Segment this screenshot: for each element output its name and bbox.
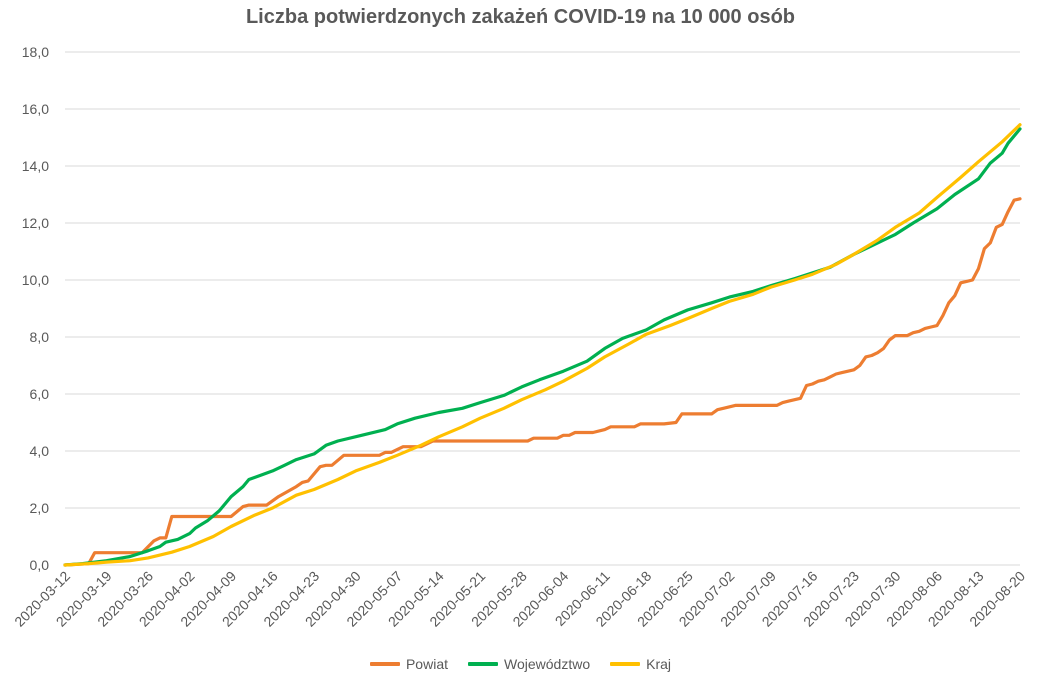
legend-swatch-kraj (610, 662, 641, 666)
legend-item-powiat: Powiat (369, 656, 448, 672)
y-tick-label: 4,0 (30, 443, 50, 459)
y-tick-label: 14,0 (22, 158, 49, 174)
y-axis-ticks: 0,0 2,0 4,0 6,0 8,0 10,0 12,0 14,0 16,0 18,0 (22, 44, 49, 573)
legend-item-kraj: Kraj (610, 656, 671, 672)
series-line-2 (63, 123, 1022, 567)
legend-item-wojewodztwo: Województwo (468, 656, 590, 672)
y-tick-label: 10,0 (22, 272, 49, 288)
series-line-1 (63, 127, 1022, 567)
y-tick-label: 16,0 (22, 101, 49, 117)
gridlines (65, 51, 1020, 566)
y-tick-label: 2,0 (30, 500, 50, 516)
y-tick-label: 18,0 (22, 44, 49, 60)
legend-label-powiat: Powiat (405, 656, 448, 672)
chart-title: Liczba potwierdzonych zakażeń COVID-19 n… (245, 6, 796, 28)
series-lines (63, 123, 1022, 567)
y-tick-label: 0,0 (30, 557, 50, 573)
legend-label-kraj: Kraj (646, 656, 672, 672)
legend-label-wojewodztwo: Województwo (504, 656, 591, 672)
y-tick-label: 6,0 (30, 386, 50, 402)
x-axis-ticks: 2020-03-122020-03-192020-03-262020-04-02… (11, 568, 1028, 630)
series-line-0 (63, 197, 1022, 567)
legend-swatch-wojewodztwo (468, 662, 498, 666)
y-tick-label: 8,0 (30, 329, 50, 345)
legend-swatch-powiat (369, 662, 400, 666)
y-tick-label: 12,0 (22, 215, 49, 231)
legend: Powiat Województwo Kraj (0, 656, 1041, 672)
